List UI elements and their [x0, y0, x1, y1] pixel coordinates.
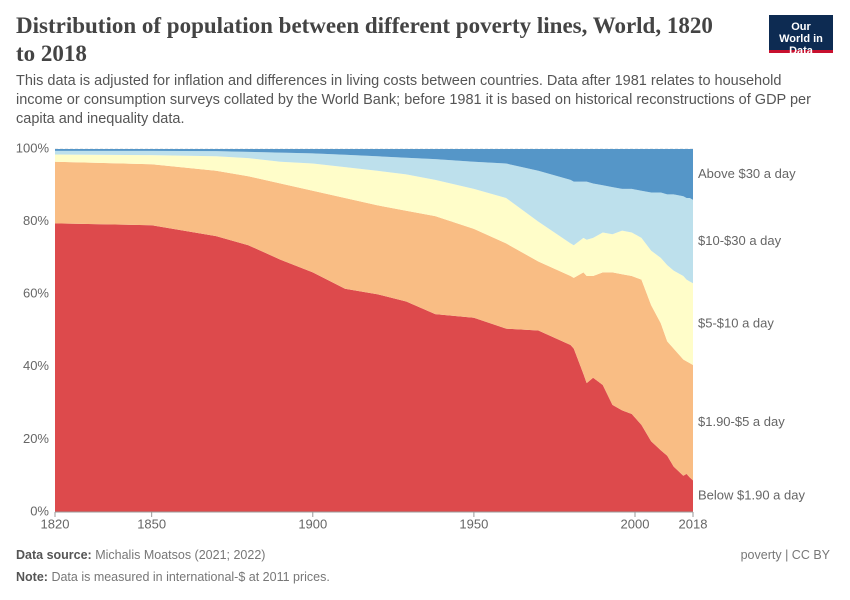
area: [55, 149, 693, 200]
note-text: Data is measured in international-$ at 2…: [51, 570, 330, 584]
y-tick-label: 0%: [30, 503, 49, 518]
y-tick-label: 20%: [23, 431, 49, 446]
x-tick-label: 2018: [679, 516, 708, 531]
area: [55, 150, 693, 284]
x-tick-label: 1950: [459, 516, 488, 531]
x-tick-label: 1850: [137, 516, 166, 531]
area: [55, 223, 693, 513]
subtitle: This data is adjusted for inflation and …: [16, 73, 811, 127]
source: Data source: Michalis Moatsos (2021; 202…: [16, 548, 265, 562]
logo-text: Our World in Data: [779, 21, 823, 57]
y-tick-label: 80%: [23, 213, 49, 228]
area: [55, 161, 693, 481]
y-tick-label: 100%: [16, 140, 50, 155]
legend-label: $1.90-$5 a day: [698, 414, 785, 429]
x-tick-label: 2000: [621, 516, 650, 531]
y-tick-label: 60%: [23, 286, 49, 301]
source-text: Michalis Moatsos (2021; 2022): [95, 548, 266, 562]
area: [55, 154, 693, 365]
note-label: Note:: [16, 570, 48, 584]
title: Distribution of population between diffe…: [16, 13, 713, 66]
license[interactable]: poverty | CC BY: [740, 548, 830, 562]
legend-label: $5-$10 a day: [698, 316, 774, 331]
legend-label: $10-$30 a day: [698, 233, 782, 248]
x-tick-label: 1900: [298, 516, 327, 531]
note: Note: Data is measured in international-…: [16, 570, 330, 584]
legend-label: Above $30 a day: [698, 166, 796, 181]
y-tick-label: 40%: [23, 358, 49, 373]
legend-label: Below $1.90 a day: [698, 488, 805, 503]
x-tick-label: 1820: [41, 516, 70, 531]
logo[interactable]: Our World in Data: [769, 15, 833, 57]
source-label: Data source:: [16, 548, 92, 562]
